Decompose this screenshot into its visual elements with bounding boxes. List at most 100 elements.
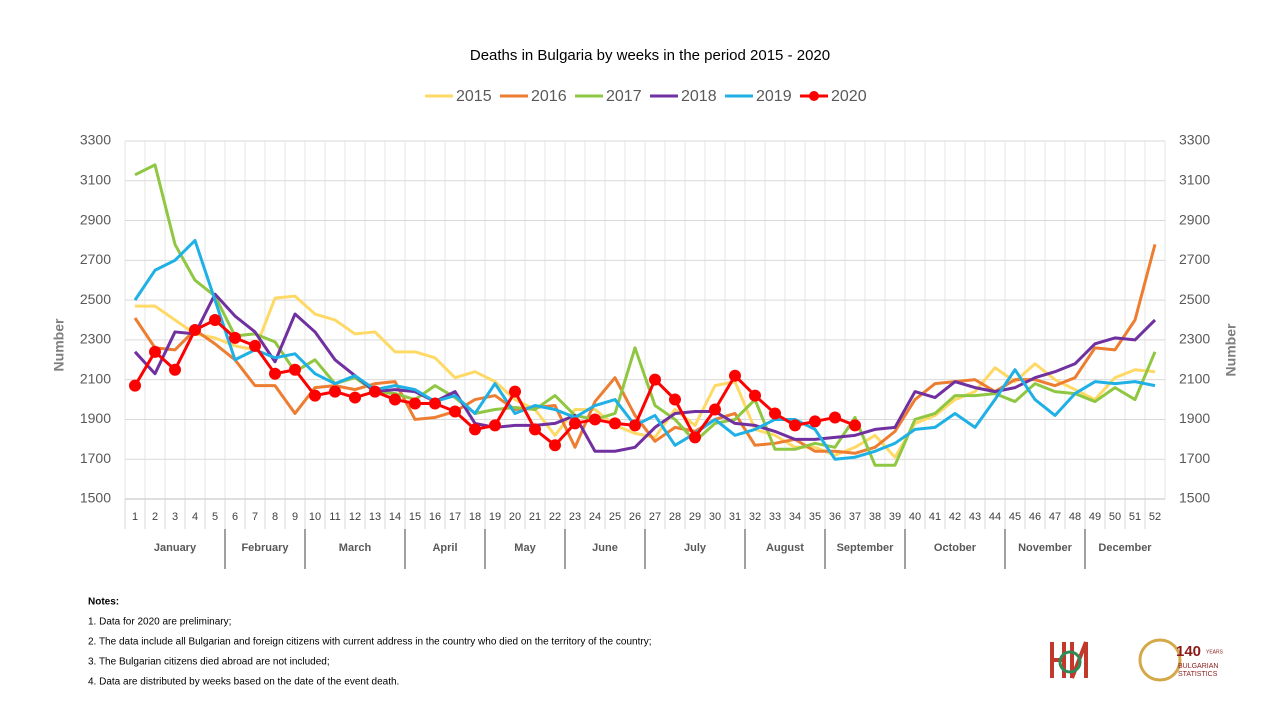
x-tick-label: 20 [509,511,521,523]
x-tick-label: 15 [409,511,421,523]
data-point [289,363,301,376]
y-tick-label: 3100 [80,171,111,187]
data-point [789,419,801,432]
data-point [609,417,621,430]
y2-tick-label: 1900 [1179,410,1210,426]
x-tick-label: 5 [212,511,218,523]
x-tick-label: 27 [649,511,661,523]
legend-label: 2015 [456,88,492,105]
series-line [133,244,1157,455]
data-point [349,391,361,404]
y2-tick-label: 3100 [1179,171,1210,187]
legend-label: 2018 [681,88,717,105]
data-point [629,419,641,432]
x-tick-label: 2 [152,511,158,523]
data-point [309,389,321,402]
month-label: December [1098,542,1152,554]
x-tick-label: 31 [729,511,741,523]
x-tick-label: 40 [909,511,921,523]
month-label: January [154,542,197,554]
x-tick-label: 45 [1009,511,1021,523]
x-tick-label: 21 [529,511,541,523]
data-point [569,417,581,430]
data-point [449,405,461,418]
x-tick-label: 39 [889,511,901,523]
x-tick-label: 14 [389,511,401,523]
y2-tick-label: 2700 [1179,251,1210,267]
y-tick-label: 2500 [80,291,111,307]
month-label: May [514,542,536,554]
data-point [229,331,241,344]
y2-axis-label: Number [1223,323,1239,376]
note-item: 2. The data include all Bulgarian and fo… [88,637,651,648]
note-item: 4. Data are distributed by weeks based o… [88,677,399,688]
data-point [589,413,601,426]
x-tick-label: 47 [1049,511,1061,523]
y-tick-label: 2100 [80,370,111,386]
data-point [769,407,781,420]
x-tick-label: 3 [172,511,178,523]
data-point [249,339,261,352]
data-point [669,393,681,406]
data-point [709,403,721,416]
x-tick-label: 41 [929,511,941,523]
data-point [389,393,401,406]
x-tick-label: 25 [609,511,621,523]
y-tick-label: 3300 [80,132,111,148]
y2-tick-label: 2100 [1179,370,1210,386]
data-point [469,423,481,436]
legend-label: 2020 [831,88,867,105]
y2-tick-label: 3300 [1179,132,1210,148]
y-tick-label: 1900 [80,410,111,426]
month-label: August [766,542,804,554]
data-point [189,323,201,336]
data-point [129,379,141,392]
x-tick-label: 29 [689,511,701,523]
month-label: November [1018,542,1073,554]
chart-title: Deaths in Bulgaria by weeks in the perio… [470,47,830,64]
x-tick-label: 50 [1109,511,1121,523]
month-label: September [837,542,895,554]
x-tick-label: 44 [989,511,1001,523]
notes-title: Notes: [88,597,119,608]
data-point [269,367,281,380]
y-tick-label: 1700 [80,450,111,466]
data-point [169,363,181,376]
x-tick-label: 16 [429,511,441,523]
x-tick-label: 52 [1149,511,1161,523]
y2-tick-label: 2300 [1179,331,1210,347]
x-tick-label: 19 [489,511,501,523]
x-tick-label: 51 [1129,511,1141,523]
x-tick-label: 10 [309,511,321,523]
x-tick-label: 8 [272,511,278,523]
x-tick-label: 48 [1069,511,1081,523]
logo-number: 140 [1176,643,1201,660]
x-tick-label: 33 [769,511,781,523]
month-label: April [432,542,457,554]
data-point [209,314,221,326]
data-point [549,439,561,452]
x-tick-label: 7 [252,511,258,523]
x-tick-label: 37 [849,511,861,523]
legend-label: 2017 [606,88,642,105]
logo-circle [1138,638,1182,682]
data-point [729,369,741,382]
x-tick-label: 36 [829,511,841,523]
x-tick-label: 4 [192,511,198,523]
x-tick-label: 12 [349,511,361,523]
y-tick-label: 2700 [80,251,111,267]
x-tick-label: 1 [132,511,138,523]
data-point [409,397,421,410]
month-label: February [241,542,289,554]
note-item: 1. Data for 2020 are preliminary; [88,617,231,628]
legend-label: 2016 [531,88,567,105]
x-tick-label: 6 [232,511,238,523]
x-tick-label: 11 [329,511,340,523]
x-tick-label: 26 [629,511,641,523]
month-label: October [934,542,977,554]
y-tick-label: 2300 [80,331,111,347]
series-line [133,292,1157,453]
data-point [429,397,441,410]
month-label: July [684,542,707,554]
data-point [509,385,521,398]
